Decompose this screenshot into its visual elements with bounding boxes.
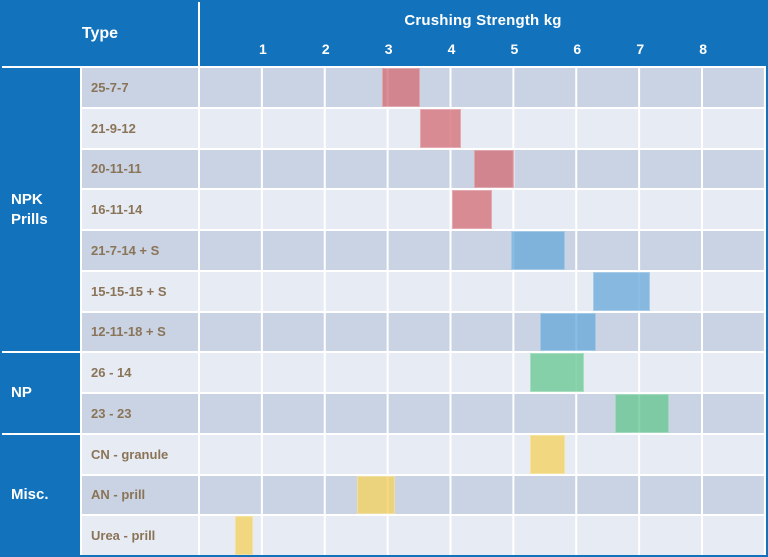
axis-tick-5: 5 (510, 41, 519, 57)
chart-row (200, 231, 766, 270)
axis-tick-row: 1 2 3 4 5 6 7 8 (200, 39, 766, 66)
range-bar (615, 394, 669, 433)
type-column-header: Type (2, 2, 198, 66)
range-bar (539, 312, 597, 352)
chart-row (200, 108, 766, 148)
chart-body: NPK Prills 25-7-7 21-9-12 20-11-11 16-11-14 2… (2, 68, 766, 555)
row-label: 25-7-7 (82, 68, 198, 107)
row-label: 23 - 23 (82, 394, 198, 433)
chart-row (200, 271, 766, 311)
row-label: 15-15-15 + S (82, 271, 198, 311)
chart-row (200, 353, 766, 392)
row-label: Urea - prill (82, 516, 198, 555)
axis-tick-4: 4 (447, 41, 456, 57)
range-bar (530, 353, 584, 392)
range-bar (451, 190, 493, 229)
chart-row (200, 434, 766, 474)
chart-row (200, 68, 766, 107)
chart-row (200, 149, 766, 189)
header-divider (198, 2, 200, 66)
chart-row (200, 516, 766, 555)
axis-tick-2: 2 (321, 41, 330, 57)
range-bar (511, 231, 565, 270)
row-label: 21-7-14 + S (82, 231, 198, 270)
axis-tick-3: 3 (384, 41, 393, 57)
row-label: 26 - 14 (82, 353, 198, 392)
range-bar (382, 68, 421, 107)
row-label: AN - prill (82, 475, 198, 515)
chart-row (200, 190, 766, 229)
axis-tick-1: 1 (258, 41, 267, 57)
axis-header: Crushing Strength kg 1 2 3 4 5 6 7 8 (200, 2, 766, 66)
range-bar (357, 475, 395, 515)
type-label: Type (81, 25, 119, 42)
row-label: 20-11-11 (82, 149, 198, 189)
chart-row (200, 394, 766, 433)
group-label: NPK Prills (2, 68, 80, 352)
axis-title: Crushing Strength kg (404, 12, 562, 29)
header-separator (2, 66, 766, 68)
axis-tick-6: 6 (573, 41, 582, 57)
axis-tick-7: 7 (636, 41, 645, 57)
chart-header: Type Crushing Strength kg 1 2 3 4 5 6 7 8 (2, 2, 766, 66)
chart-row (200, 312, 766, 352)
group-label: NP (2, 353, 80, 433)
row-label: CN - granule (82, 434, 198, 474)
range-bar (530, 434, 565, 474)
row-label: 16-11-14 (82, 190, 198, 229)
range-bar (234, 516, 254, 555)
row-label: 12-11-18 + S (82, 312, 198, 352)
range-bar (593, 271, 650, 311)
row-label: 21-9-12 (82, 108, 198, 148)
group-label: Misc. (2, 434, 80, 555)
range-bar (473, 149, 515, 189)
axis-tick-8: 8 (699, 41, 708, 57)
chart-row (200, 475, 766, 515)
range-bar (420, 108, 461, 148)
